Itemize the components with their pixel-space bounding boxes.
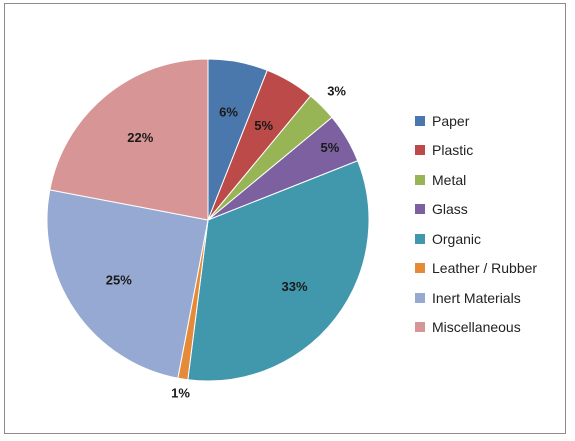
legend-item-plastic: Plastic [415, 136, 560, 166]
legend-label: Paper [432, 112, 470, 129]
legend-swatch [415, 115, 425, 126]
data-label-metal: 3% [327, 83, 346, 98]
legend-item-leather-rubber: Leather / Rubber [415, 254, 560, 284]
legend-item-inert-materials: Inert Materials [415, 283, 560, 313]
legend-label: Organic [432, 230, 482, 247]
legend-label: Inert Materials [432, 289, 521, 306]
data-label-miscellaneous: 22% [127, 130, 153, 145]
legend-label: Metal [432, 171, 467, 188]
legend-swatch [415, 204, 425, 215]
legend-swatch [415, 174, 425, 185]
chart-legend: Paper Plastic Metal Glass Organic Leather / R… [415, 106, 560, 342]
legend-swatch [415, 233, 425, 244]
pie-slices [46, 58, 370, 382]
data-label-paper: 6% [219, 105, 238, 120]
legend-item-organic: Organic [415, 224, 560, 254]
pie-labels: 6% 5% 3% 5% 33% 1% 25% 22% [106, 83, 347, 400]
legend-label: Miscellaneous [432, 319, 521, 336]
legend-item-metal: Metal [415, 165, 560, 195]
legend-item-paper: Paper [415, 106, 560, 136]
pie-slice-miscellaneous [49, 58, 209, 221]
legend-label: Plastic [432, 142, 474, 159]
legend-swatch [415, 322, 425, 333]
legend-label: Leather / Rubber [432, 260, 538, 277]
data-label-leather-rubber: 1% [171, 385, 190, 400]
legend-label: Glass [432, 201, 468, 218]
data-label-organic: 33% [281, 279, 307, 294]
pie-slice-inert-materials [46, 189, 209, 379]
legend-swatch [415, 292, 425, 303]
legend-item-glass: Glass [415, 195, 560, 225]
data-label-glass: 5% [321, 140, 340, 155]
legend-item-miscellaneous: Miscellaneous [415, 313, 560, 343]
legend-swatch [415, 263, 425, 274]
data-label-plastic: 5% [254, 118, 273, 133]
pie-slice-organic [187, 160, 370, 382]
legend-swatch [415, 145, 425, 156]
data-label-inert-materials: 25% [106, 273, 132, 288]
